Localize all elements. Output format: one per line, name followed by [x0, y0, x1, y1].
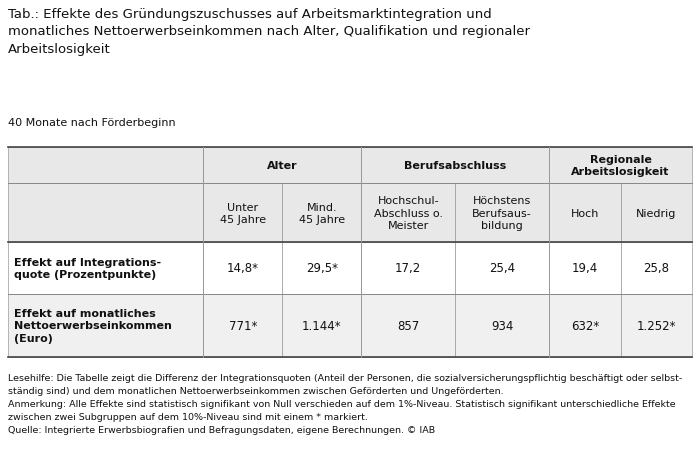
- Text: 632*: 632*: [570, 319, 599, 332]
- Bar: [621, 243, 692, 294]
- Text: 25,8: 25,8: [643, 262, 669, 275]
- Bar: [204, 294, 282, 357]
- Text: 40 Monate nach Förderbeginn: 40 Monate nach Förderbeginn: [8, 118, 176, 128]
- Text: 934: 934: [491, 319, 513, 332]
- Bar: [282, 184, 361, 243]
- Bar: [361, 243, 455, 294]
- Text: Hochschul-
Abschluss o.
Meister: Hochschul- Abschluss o. Meister: [374, 196, 443, 231]
- Bar: [8, 184, 204, 243]
- Bar: [8, 148, 204, 184]
- Text: Alter: Alter: [267, 161, 298, 171]
- Text: Hoch: Hoch: [570, 208, 599, 218]
- Text: ständig sind) und dem monatlichen Nettoerwerbseinkommen zwischen Geförderten und: ständig sind) und dem monatlichen Nettoe…: [8, 386, 503, 395]
- Text: 857: 857: [397, 319, 419, 332]
- Text: Regionale
Arbeitslosigkeit: Regionale Arbeitslosigkeit: [571, 155, 670, 177]
- Bar: [282, 294, 361, 357]
- Bar: [550, 243, 621, 294]
- Text: Berufsabschluss: Berufsabschluss: [404, 161, 506, 171]
- Bar: [361, 148, 550, 184]
- Text: 25,4: 25,4: [489, 262, 515, 275]
- Text: 17,2: 17,2: [395, 262, 421, 275]
- Text: 14,8*: 14,8*: [227, 262, 259, 275]
- Bar: [8, 243, 204, 294]
- Bar: [8, 294, 204, 357]
- Bar: [550, 148, 692, 184]
- Bar: [204, 148, 361, 184]
- Text: Lesehilfe: Die Tabelle zeigt die Differenz der Integrationsquoten (Anteil der Pe: Lesehilfe: Die Tabelle zeigt die Differe…: [8, 373, 682, 382]
- Text: 29,5*: 29,5*: [306, 262, 338, 275]
- Bar: [361, 184, 455, 243]
- Bar: [621, 184, 692, 243]
- Text: Mind.
45 Jahre: Mind. 45 Jahre: [299, 202, 345, 225]
- Bar: [621, 294, 692, 357]
- Text: Effekt auf monatliches
Nettoerwerbseinkommen
(Euro): Effekt auf monatliches Nettoerwerbseinko…: [14, 308, 172, 343]
- Bar: [455, 243, 550, 294]
- Bar: [550, 294, 621, 357]
- Text: Höchstens
Berufsaus-
bildung: Höchstens Berufsaus- bildung: [473, 196, 532, 231]
- Bar: [455, 294, 550, 357]
- Bar: [455, 184, 550, 243]
- Text: Effekt auf Integrations-
quote (Prozentpunkte): Effekt auf Integrations- quote (Prozentp…: [14, 257, 161, 280]
- Bar: [550, 184, 621, 243]
- Text: 19,4: 19,4: [572, 262, 598, 275]
- Bar: [204, 243, 282, 294]
- Bar: [282, 243, 361, 294]
- Text: Anmerkung: Alle Effekte sind statistisch signifikant von Null verschieden auf de: Anmerkung: Alle Effekte sind statistisch…: [8, 399, 676, 408]
- Text: Unter
45 Jahre: Unter 45 Jahre: [220, 202, 266, 225]
- Bar: [361, 294, 455, 357]
- Text: Niedrig: Niedrig: [636, 208, 676, 218]
- Text: 1.144*: 1.144*: [302, 319, 342, 332]
- Text: Quelle: Integrierte Erwerbsbiografien und Befragungsdaten, eigene Berechnungen. : Quelle: Integrierte Erwerbsbiografien un…: [8, 425, 435, 434]
- Text: 1.252*: 1.252*: [636, 319, 676, 332]
- Bar: [204, 184, 282, 243]
- Text: Tab.: Effekte des Gründungszuschusses auf Arbeitsmarktintegration und
monatliche: Tab.: Effekte des Gründungszuschusses au…: [8, 8, 530, 56]
- Text: 771*: 771*: [229, 319, 257, 332]
- Text: zwischen zwei Subgruppen auf dem 10%-Niveau sind mit einem * markiert.: zwischen zwei Subgruppen auf dem 10%-Niv…: [8, 412, 368, 421]
